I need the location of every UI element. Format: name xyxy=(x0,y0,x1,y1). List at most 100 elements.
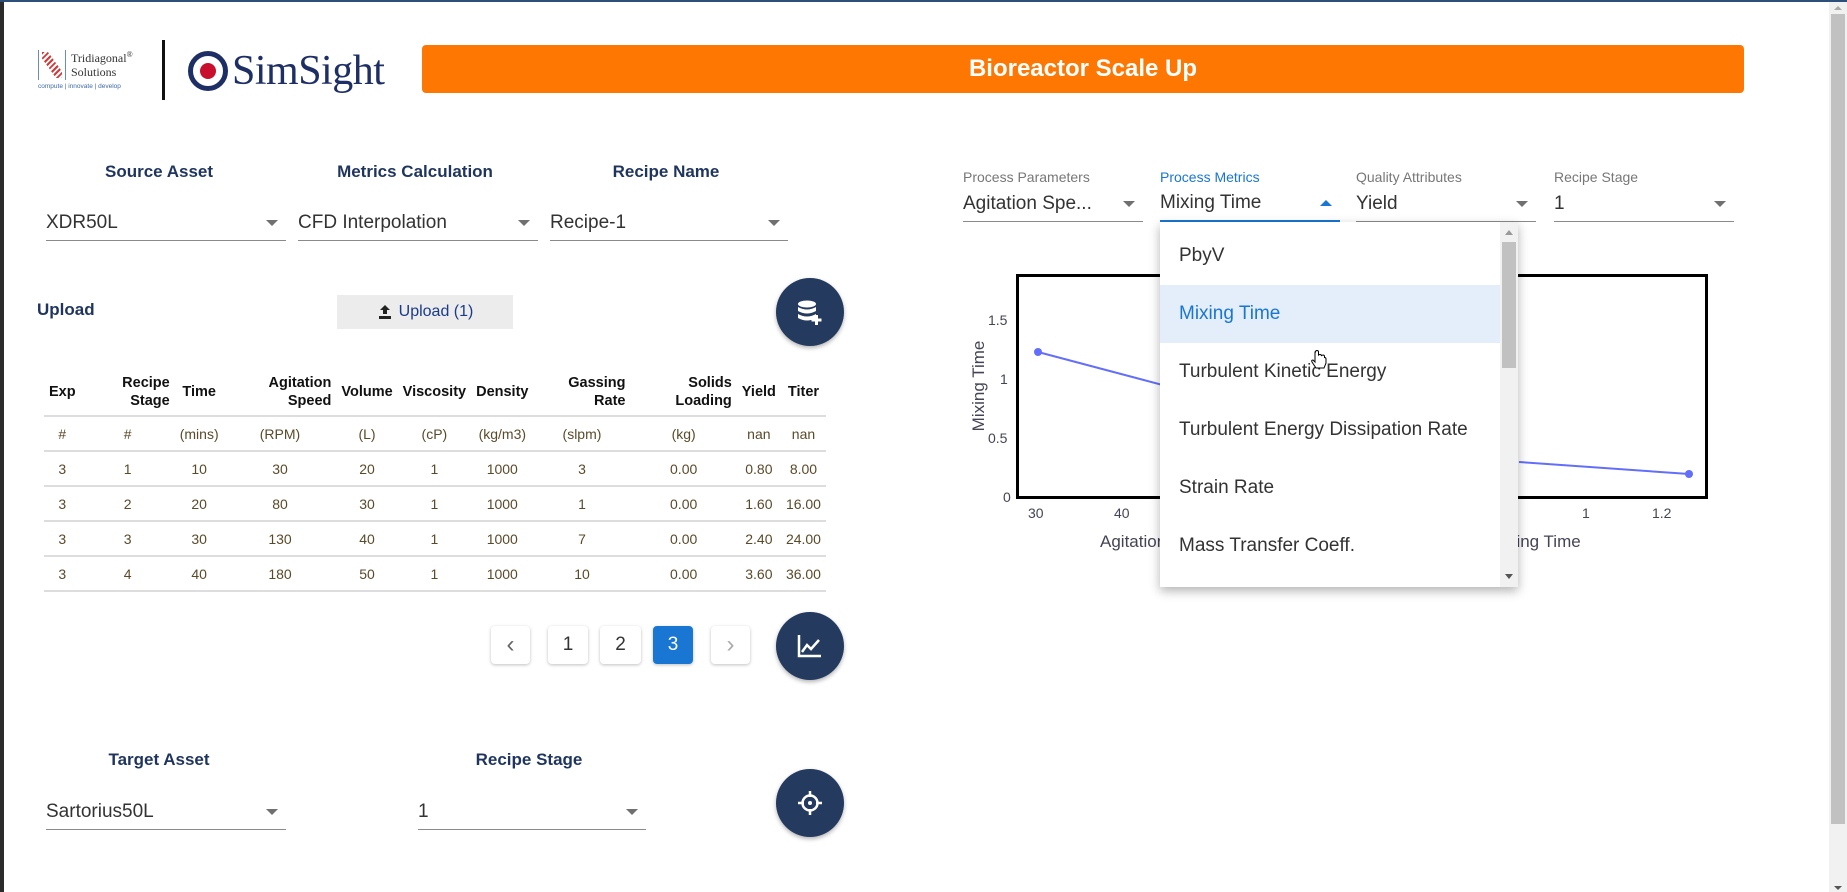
next-page-button[interactable]: › xyxy=(711,626,750,664)
plot-chart-button[interactable] xyxy=(776,612,844,680)
x-tick: 30 xyxy=(1028,505,1044,521)
chevron-down-icon xyxy=(266,808,278,815)
option-mass-transfer-coeff[interactable]: Mass Transfer Coeff. xyxy=(1179,535,1355,556)
col-header-yield: Yield xyxy=(741,383,776,400)
chevron-down-icon xyxy=(626,808,638,815)
table-cell: 7 xyxy=(533,520,631,556)
page-1-button[interactable]: 1 xyxy=(548,626,588,664)
prev-page-button[interactable]: ‹ xyxy=(491,626,530,664)
table-cell: 3 xyxy=(44,555,81,592)
table-cell: 40 xyxy=(174,555,224,592)
table-cell: 130 xyxy=(223,520,337,556)
col-header-viscosity: Viscosity xyxy=(402,383,467,400)
quality-attributes-label: Quality Attributes xyxy=(1356,169,1462,185)
table-cell: 3.60 xyxy=(736,555,781,592)
table-cell: 50 xyxy=(336,555,398,592)
table-cell: 3 xyxy=(44,520,81,556)
metrics-calc-label: Metrics Calculation xyxy=(337,162,493,181)
dropdown-scrollbar[interactable] xyxy=(1500,222,1518,587)
table-cell: 30 xyxy=(223,450,337,486)
y-tick: 1 xyxy=(1000,371,1008,387)
metrics-calc-value: CFD Interpolation xyxy=(298,211,447,233)
unit-cell: (kg) xyxy=(630,415,737,451)
recipe-stage-filter-select[interactable]: 1 xyxy=(1554,186,1734,222)
col-header-agitation-speed: Agitation Speed xyxy=(268,374,332,409)
x-tick: 40 xyxy=(1114,505,1130,521)
target-asset-select[interactable]: Sartorius50L xyxy=(46,794,286,830)
scroll-up-icon[interactable] xyxy=(1505,230,1513,235)
chevron-down-icon xyxy=(266,219,278,226)
recipe-name-select[interactable]: Recipe-1 xyxy=(550,205,788,241)
table-cell: 1000 xyxy=(471,485,534,521)
chevron-down-icon xyxy=(768,219,780,226)
source-asset-select[interactable]: XDR50L xyxy=(46,205,286,241)
table-cell: 36.00 xyxy=(780,555,826,592)
table-row: 3 4 40 180 50 1 1000 10 0.00 3.60 36.00 xyxy=(44,555,826,592)
process-metrics-select[interactable]: Mixing Time xyxy=(1160,186,1340,222)
option-turbulent-kinetic-energy[interactable]: Turbulent Kinetic Energy xyxy=(1179,361,1387,382)
x-tick: 1 xyxy=(1582,505,1590,521)
source-asset-value: XDR50L xyxy=(46,211,118,233)
option-mixing-time[interactable]: Mixing Time xyxy=(1160,285,1500,343)
table-cell: 2.40 xyxy=(736,520,781,556)
table-cell: 1 xyxy=(397,450,472,486)
table-cell: 0.00 xyxy=(630,485,737,521)
table-cell: 1 xyxy=(397,555,472,592)
chevron-down-icon xyxy=(518,219,530,226)
upload-button[interactable]: Upload (1) xyxy=(337,295,513,329)
table-header-row: Exp Recipe Stage Time Agitation Speed Vo… xyxy=(44,368,826,416)
option-strain-rate[interactable]: Strain Rate xyxy=(1179,477,1275,498)
recipe-name-value: Recipe-1 xyxy=(550,211,627,233)
table-cell: 16.00 xyxy=(780,485,826,521)
table-cell: 1000 xyxy=(471,450,534,486)
col-header-titer: Titer xyxy=(787,383,820,400)
y-tick: 1.5 xyxy=(988,312,1008,328)
process-metrics-dropdown[interactable]: PbyV Mixing Time Turbulent Kinetic Energ… xyxy=(1160,222,1518,587)
option-turbulent-energy-dissipation-rate[interactable]: Turbulent Energy Dissipation Rate xyxy=(1179,419,1468,440)
target-asset-value: Sartorius50L xyxy=(46,800,154,822)
target-recipe-stage-select[interactable]: 1 xyxy=(418,794,646,830)
target-scale-button[interactable] xyxy=(776,769,844,837)
table-cell: 24.00 xyxy=(780,520,826,556)
metrics-calc-select[interactable]: CFD Interpolation xyxy=(298,205,538,241)
process-metrics-value: Mixing Time xyxy=(1160,192,1262,213)
window-edge xyxy=(0,2,4,892)
target-recipe-stage-value: 1 xyxy=(418,800,429,822)
table-cell: 40 xyxy=(336,520,398,556)
scroll-down-icon[interactable] xyxy=(1505,574,1513,579)
recipe-name-label: Recipe Name xyxy=(612,162,720,181)
scroll-down-icon[interactable] xyxy=(1834,886,1842,890)
unit-cell: (slpm) xyxy=(533,415,631,451)
crosshair-icon xyxy=(798,791,822,815)
col-header-volume: Volume xyxy=(341,383,393,400)
col-header-time: Time xyxy=(182,383,216,400)
quality-attributes-select[interactable]: Yield xyxy=(1356,186,1536,222)
page-scrollbar[interactable] xyxy=(1829,2,1847,892)
table-cell: 30 xyxy=(174,520,224,556)
table-row: 3 2 20 80 30 1 1000 1 0.00 1.60 16.00 xyxy=(44,485,826,521)
dropdown-scroll-thumb[interactable] xyxy=(1502,242,1516,368)
tridiagonal-logo: Tridiagonal® Solutions compute | innovate… xyxy=(38,46,148,92)
table-cell: 180 xyxy=(223,555,337,592)
table-cell: 8.00 xyxy=(780,450,826,486)
upload-label: Upload xyxy=(37,300,95,319)
unit-cell: (cP) xyxy=(397,415,472,451)
line-chart-icon xyxy=(797,635,821,658)
option-pbyv[interactable]: PbyV xyxy=(1179,245,1225,266)
page-2-button[interactable]: 2 xyxy=(600,626,641,664)
target-asset-label: Target Asset xyxy=(108,750,210,769)
scroll-up-icon[interactable] xyxy=(1834,6,1842,10)
page-3-button[interactable]: 3 xyxy=(653,626,693,664)
database-plus-icon xyxy=(798,300,822,325)
table-cell: 0.80 xyxy=(736,450,781,486)
page-scroll-thumb[interactable] xyxy=(1831,14,1845,824)
chevron-up-icon xyxy=(1320,200,1332,206)
table-cell: 1000 xyxy=(471,555,534,592)
chevron-down-icon xyxy=(1516,200,1528,207)
table-cell: 2 xyxy=(80,485,175,521)
y-axis-label: Mixing Time xyxy=(969,340,988,432)
add-database-button[interactable] xyxy=(776,278,844,346)
process-parameters-select[interactable]: Agitation Spe... xyxy=(963,186,1143,222)
table-cell: 1 xyxy=(533,485,631,521)
chevron-down-icon xyxy=(1123,200,1135,207)
